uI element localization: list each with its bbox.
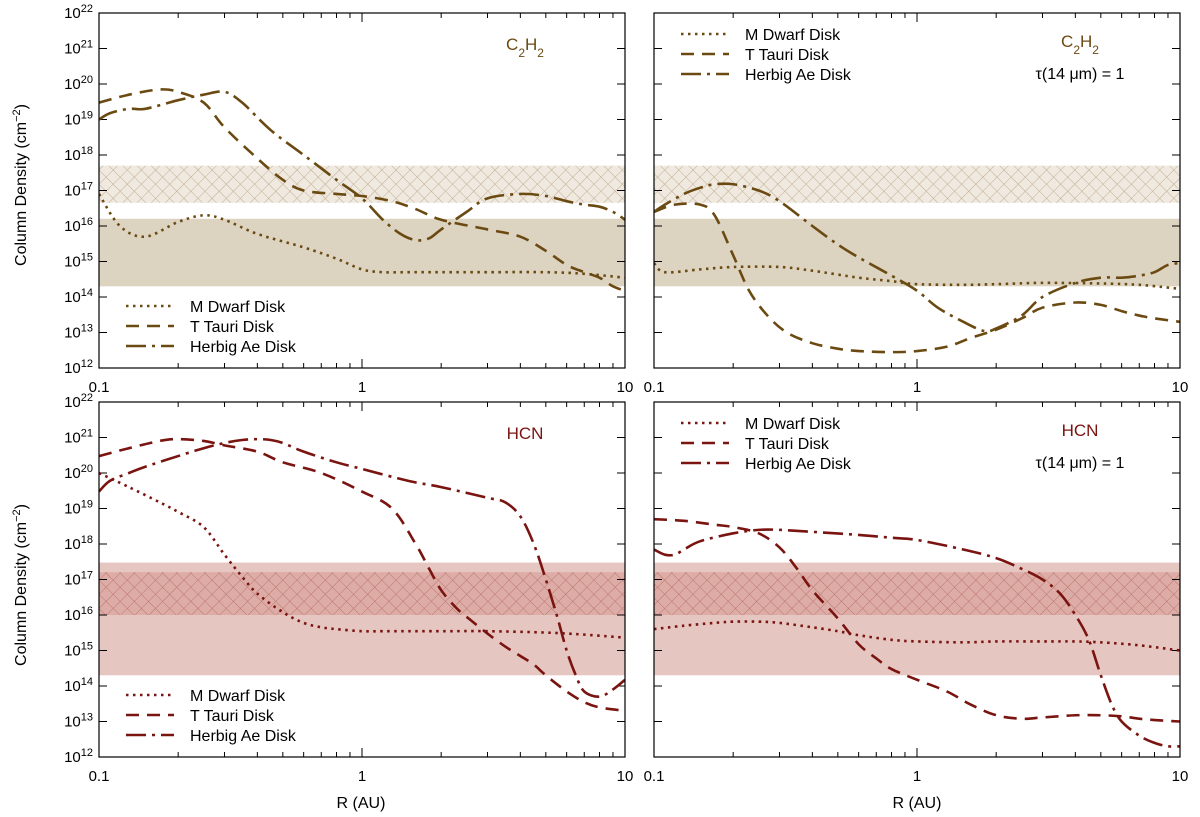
x-axis-title-left: R (AU) xyxy=(337,795,386,812)
panel-top-left: 1012 1013 1014 1015 1016 1017 1018 1019 1020 1021… xyxy=(64,3,633,396)
legend: M Dwarf Disk T Tauri Disk Herbig Ae Disk xyxy=(681,27,852,84)
x-tick-label: 10 xyxy=(617,379,634,396)
series-line-t-tauri-disk xyxy=(99,88,625,292)
abundance-band-hatched xyxy=(654,165,1180,203)
abundance-band-hatched xyxy=(99,572,625,615)
y-tick-label: 1017 xyxy=(64,570,93,589)
series-line-m-dwarf-disk xyxy=(654,262,1180,291)
abundance-band-hatched xyxy=(654,572,1180,615)
legend: M Dwarf Disk T Tauri Disk Herbig Ae Disk xyxy=(681,416,852,473)
x-axis-title-right: R (AU) xyxy=(893,795,942,812)
species-label: HCN xyxy=(507,424,544,443)
y-tick-label: 1018 xyxy=(64,534,93,553)
x-tick-label: 1 xyxy=(913,379,921,396)
y-tick-label: 1021 xyxy=(64,428,93,447)
series-line-m-dwarf-disk xyxy=(99,471,625,639)
abundance-band-solid xyxy=(99,218,625,287)
legend-label: T Tauri Disk xyxy=(190,319,275,336)
plot-frame xyxy=(653,12,1181,369)
species-label: C2H2 xyxy=(506,35,544,60)
plot-frame xyxy=(653,401,1181,758)
legend-label: Herbig Ae Disk xyxy=(745,456,852,473)
series-line-herbig-ae-disk xyxy=(99,90,625,242)
legend-label: T Tauri Disk xyxy=(190,708,275,725)
plot-frame xyxy=(98,401,626,758)
y-tick-label: 1021 xyxy=(64,39,93,58)
y-tick-label: 1012 xyxy=(64,747,93,766)
y-tick-label: 1013 xyxy=(64,323,93,342)
legend-label: M Dwarf Disk xyxy=(190,299,286,316)
tau-label: τ(14 μm) = 1 xyxy=(1036,455,1125,472)
panel-bottom-right: 0.1 1 10 HCN τ(14 μm) = 1 M Dwarf Disk T Tauri… xyxy=(644,401,1189,785)
y-axis-title-bottom: Column Density (cm−2) xyxy=(11,504,30,666)
y-axis-title-text: Column Density (cm xyxy=(13,122,30,266)
legend: M Dwarf Disk T Tauri Disk Herbig Ae Disk xyxy=(126,299,297,356)
y-tick-label: 1014 xyxy=(64,287,93,306)
legend-label: Herbig Ae Disk xyxy=(190,339,297,356)
legend: M Dwarf Disk T Tauri Disk Herbig Ae Disk xyxy=(126,688,297,745)
y-tick-label: 1016 xyxy=(64,216,93,235)
series-line-herbig-ae-disk xyxy=(654,528,1180,748)
tau-label: τ(14 μm) = 1 xyxy=(1036,66,1125,83)
y-tick-label: 1016 xyxy=(64,605,93,624)
y-tick-label: 1012 xyxy=(64,358,93,377)
series-line-t-tauri-disk xyxy=(654,202,1180,354)
x-tick-label: 10 xyxy=(1172,768,1189,785)
y-tick-label: 1022 xyxy=(64,3,93,22)
y-axis-title-exp: −2 xyxy=(11,109,23,122)
legend-label: T Tauri Disk xyxy=(745,436,830,453)
panel-top-right: 0.1 1 10 C2H2 τ(14 μm) = 1 M Dwarf Disk T Taur… xyxy=(644,12,1189,396)
y-tick-label: 1019 xyxy=(64,499,93,518)
y-tick-label: 1022 xyxy=(64,392,93,411)
legend-label: M Dwarf Disk xyxy=(190,688,286,705)
plot-frame xyxy=(98,12,626,369)
x-tick-label: 0.1 xyxy=(644,768,665,785)
y-tick-label: 1015 xyxy=(64,252,93,271)
y-axis-title-top: Column Density (cm−2) xyxy=(11,104,30,266)
y-axis-title-exp: −2 xyxy=(11,509,23,522)
legend-label: T Tauri Disk xyxy=(745,47,830,64)
series-line-herbig-ae-disk xyxy=(654,182,1180,333)
y-axis-title-close: ) xyxy=(13,504,30,509)
x-tick-label: 0.1 xyxy=(644,379,665,396)
y-tick-label: 1014 xyxy=(64,676,93,695)
y-tick-label: 1018 xyxy=(64,145,93,164)
axis-ticks xyxy=(98,12,626,369)
x-tick-label: 0.1 xyxy=(89,768,110,785)
x-tick-label: 1 xyxy=(913,768,921,785)
series-line-herbig-ae-disk xyxy=(99,437,625,699)
y-tick-label: 1020 xyxy=(64,463,93,482)
legend-label: Herbig Ae Disk xyxy=(190,728,297,745)
x-tick-label: 1 xyxy=(358,768,366,785)
legend-label: M Dwarf Disk xyxy=(745,27,841,44)
series-line-m-dwarf-disk xyxy=(654,620,1180,652)
series-line-m-dwarf-disk xyxy=(99,193,625,279)
y-tick-label: 1013 xyxy=(64,712,93,731)
series-line-t-tauri-disk xyxy=(99,437,625,713)
x-tick-label: 10 xyxy=(1172,379,1189,396)
legend-label: Herbig Ae Disk xyxy=(745,67,852,84)
y-axis-title-close: ) xyxy=(13,104,30,109)
y-tick-label: 1019 xyxy=(64,110,93,129)
y-tick-label: 1020 xyxy=(64,74,93,93)
y-tick-label: 1015 xyxy=(64,641,93,660)
y-tick-label: 1017 xyxy=(64,181,93,200)
species-label: HCN xyxy=(1062,421,1099,440)
panel-bottom-left: 1012 1013 1014 1015 1016 1017 1018 1019 1020 1021… xyxy=(64,392,633,785)
legend-label: M Dwarf Disk xyxy=(745,416,841,433)
x-tick-label: 0.1 xyxy=(89,379,110,396)
x-tick-label: 10 xyxy=(617,768,634,785)
species-label: C2H2 xyxy=(1061,32,1099,57)
x-tick-label: 1 xyxy=(358,379,366,396)
y-axis-title-text: Column Density (cm xyxy=(13,522,30,666)
